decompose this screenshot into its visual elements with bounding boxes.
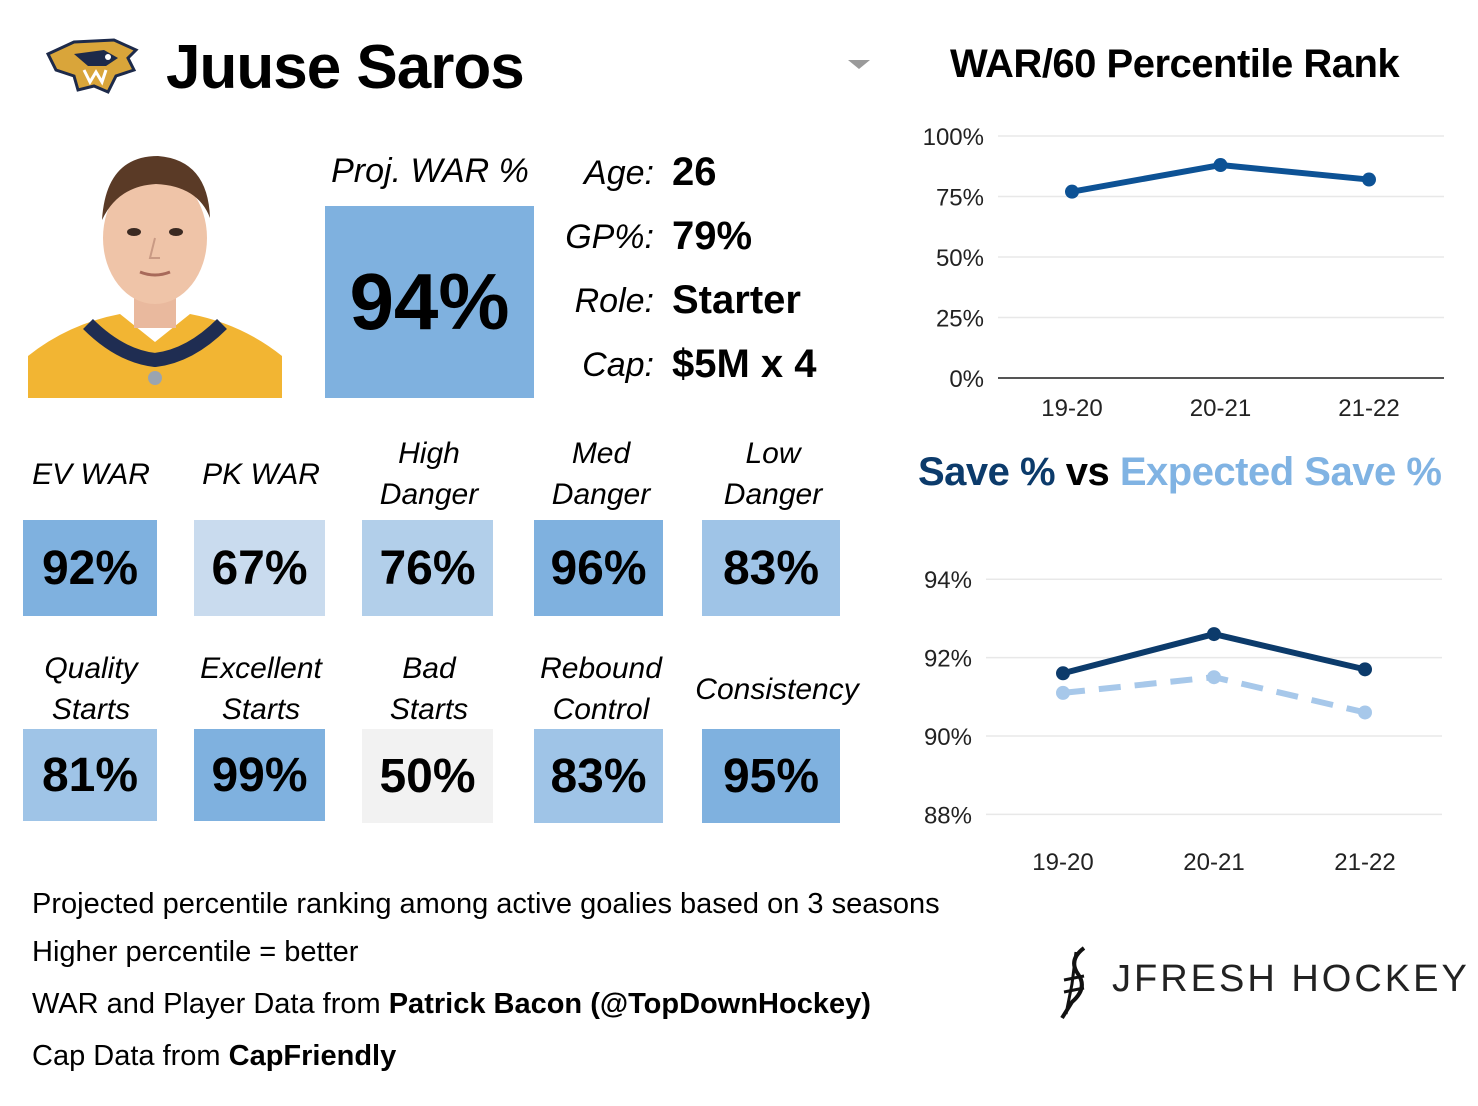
stat-value-pk-war: 67% <box>194 520 325 616</box>
stat-label-rebound-control: Rebound Control <box>540 652 662 726</box>
stat-value-consistency: 95% <box>702 729 840 823</box>
x-tick-label: 19-20 <box>1041 395 1102 422</box>
vs-title-part: vs <box>1055 450 1120 494</box>
data-point <box>1213 158 1228 173</box>
x-tick-label: 21-22 <box>1338 395 1399 422</box>
y-tick-label: 50% <box>936 245 984 272</box>
y-tick-label: 100% <box>923 124 984 151</box>
stat-value-high-danger: 76% <box>362 520 493 616</box>
y-tick-label: 92% <box>924 646 972 673</box>
data-point <box>1056 685 1070 700</box>
stat-value-med-danger: 96% <box>534 520 663 616</box>
stat-value-low-danger: 83% <box>702 520 840 616</box>
cap-value: $5M x 4 <box>672 342 817 386</box>
role-label: Role: <box>574 282 654 320</box>
footnote-3-source: Patrick Bacon (@TopDownHockey) <box>388 988 871 1020</box>
data-point <box>1065 184 1079 199</box>
save-pct-chart: 88% 90% 92% 94% 19-20 20-21 21-22 <box>924 567 1442 876</box>
x-tick-label: 20-21 <box>1183 849 1244 876</box>
stat-value-rebound-control: 83% <box>534 729 663 823</box>
age-value: 26 <box>672 150 717 194</box>
player-photo <box>28 146 282 398</box>
jfresh-logo-icon <box>1060 946 1086 1020</box>
stat-label-med-danger: Med Danger <box>551 437 651 511</box>
stat-label-pk-war: PK WAR <box>202 457 320 491</box>
proj-war-value: 94% <box>325 206 534 398</box>
player-name: Juuse Saros <box>166 33 525 102</box>
proj-war-label: Proj. WAR % <box>331 152 529 190</box>
data-point <box>1358 705 1372 720</box>
age-label: Age: <box>584 154 654 192</box>
data-point <box>1358 662 1372 677</box>
y-tick-label: 90% <box>924 724 972 751</box>
stat-label-quality-starts: Quality Starts <box>44 652 138 726</box>
stat-value-excellent-starts: 99% <box>194 729 325 821</box>
stat-label-low-danger: Low Danger <box>723 437 823 511</box>
stat-value-ev-war: 92% <box>23 520 157 616</box>
war60-chart: 0% 25% 50% 75% 100% 19-20 20-21 21-22 <box>923 124 1444 422</box>
player-dropdown-icon[interactable] <box>848 60 870 69</box>
stat-label-consistency: Consistency <box>695 672 859 706</box>
role-value: Starter <box>672 278 801 322</box>
gp-label: GP%: <box>565 218 654 256</box>
save-pct-chart-title: Save % vs Expected Save % <box>918 450 1442 495</box>
data-point <box>1362 172 1376 187</box>
y-tick-label: 94% <box>924 567 972 594</box>
stat-value-bad-starts: 50% <box>362 729 493 823</box>
footnote-2: Higher percentile = better <box>32 936 359 968</box>
footnote-1: Projected percentile ranking among activ… <box>32 888 940 920</box>
y-tick-label: 0% <box>949 366 984 393</box>
footnote-4: Cap Data from CapFriendly <box>32 1040 397 1072</box>
cap-label: Cap: <box>582 346 654 384</box>
gp-value: 79% <box>672 214 753 258</box>
data-point <box>1207 670 1221 685</box>
y-tick-label: 88% <box>924 802 972 829</box>
stat-label-bad-starts: Bad Starts <box>389 652 469 726</box>
stat-label-high-danger: High Danger <box>379 437 479 511</box>
stat-label-ev-war: EV WAR <box>32 457 150 491</box>
x-tick-label: 21-22 <box>1334 849 1395 876</box>
war60-chart-title: WAR/60 Percentile Rank <box>950 42 1400 86</box>
expected-save-pct-title-part: Expected Save % <box>1119 450 1442 494</box>
brand-name: JFRESH HOCKEY <box>1112 958 1470 1000</box>
y-tick-label: 25% <box>936 306 984 333</box>
y-tick-label: 75% <box>936 185 984 212</box>
footnote-3: WAR and Player Data from Patrick Bacon (… <box>32 988 871 1020</box>
predators-logo-icon <box>45 38 139 94</box>
x-tick-label: 19-20 <box>1032 849 1093 876</box>
data-point <box>1207 627 1221 642</box>
x-tick-label: 20-21 <box>1190 395 1251 422</box>
footnote-4-source: CapFriendly <box>228 1040 397 1072</box>
data-point <box>1056 666 1070 681</box>
stat-label-excellent-starts: Excellent Starts <box>200 652 322 726</box>
stat-value-quality-starts: 81% <box>23 729 157 821</box>
save-pct-title-part: Save % <box>918 450 1056 494</box>
